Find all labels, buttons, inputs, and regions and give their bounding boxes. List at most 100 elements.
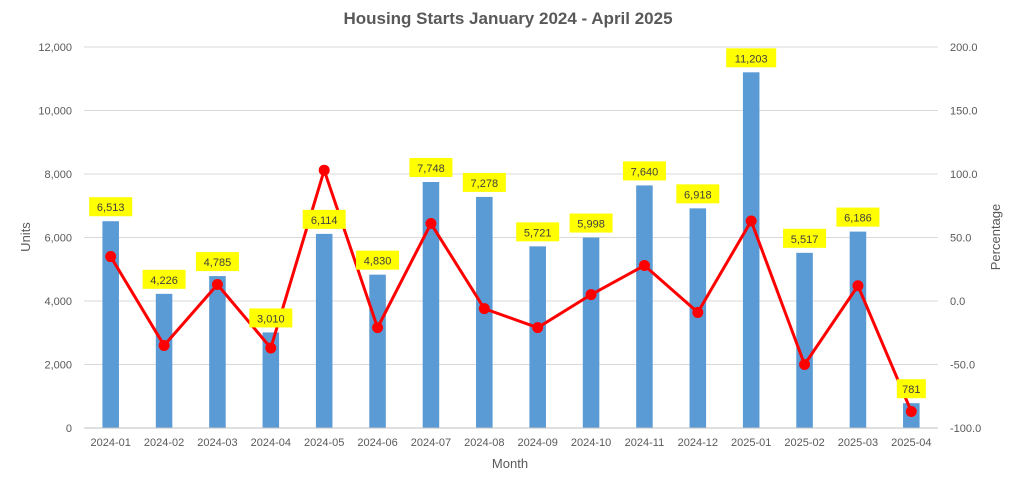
data-label: 11,203 bbox=[726, 48, 777, 68]
y2-tick-label: -50.0 bbox=[950, 360, 975, 372]
line-point bbox=[318, 164, 330, 176]
x-tick-label: 2024-09 bbox=[518, 437, 558, 449]
bar bbox=[155, 293, 173, 428]
line-point bbox=[532, 322, 544, 334]
x-tick-label: 2024-03 bbox=[197, 437, 237, 449]
x-tick-label: 2025-03 bbox=[838, 437, 878, 449]
line-point bbox=[425, 218, 437, 230]
x-tick-label: 2024-05 bbox=[304, 437, 344, 449]
data-label: 7,278 bbox=[462, 172, 506, 192]
bar bbox=[849, 231, 867, 428]
x-tick-label: 2024-02 bbox=[144, 437, 184, 449]
line-point bbox=[585, 289, 597, 301]
y-tick-label: 12,000 bbox=[38, 42, 72, 54]
line-point bbox=[105, 251, 117, 263]
y-tick-label: 8,000 bbox=[44, 169, 72, 181]
data-label: 5,998 bbox=[569, 213, 613, 233]
data-label-bg bbox=[836, 207, 880, 227]
y2-axis-label: Percentage bbox=[988, 204, 1003, 271]
x-tick-label: 2024-10 bbox=[571, 437, 611, 449]
line-point bbox=[478, 303, 490, 315]
y-tick-label: 6,000 bbox=[44, 233, 72, 245]
x-tick-label: 2024-11 bbox=[625, 437, 665, 449]
data-label-text: 5,721 bbox=[524, 227, 552, 239]
data-label: 6,918 bbox=[676, 184, 720, 204]
data-label: 4,785 bbox=[195, 252, 239, 272]
x-tick-label: 2024-08 bbox=[464, 437, 504, 449]
bar bbox=[742, 72, 760, 428]
data-label-text: 4,830 bbox=[364, 256, 392, 268]
data-label-bg bbox=[462, 172, 506, 192]
y2-tick-label: 150.0 bbox=[950, 106, 978, 118]
data-label-bg bbox=[356, 250, 400, 270]
data-label-bg bbox=[896, 379, 926, 399]
data-label-bg bbox=[142, 269, 186, 289]
data-label: 781 bbox=[896, 379, 926, 399]
data-label-text: 7,278 bbox=[471, 178, 499, 190]
data-label: 4,226 bbox=[142, 269, 186, 289]
x-tick-label: 2024-07 bbox=[411, 437, 451, 449]
bar bbox=[315, 233, 333, 428]
bar bbox=[689, 208, 707, 428]
data-label-text: 5,998 bbox=[577, 219, 605, 231]
data-label-bg bbox=[622, 161, 666, 181]
data-label-text: 6,513 bbox=[97, 202, 125, 214]
bar bbox=[529, 246, 546, 428]
data-label-text: 6,918 bbox=[684, 189, 712, 201]
data-label-bg bbox=[249, 308, 293, 328]
bar bbox=[796, 252, 813, 428]
line-point bbox=[158, 339, 170, 351]
data-label: 6,186 bbox=[836, 207, 880, 227]
data-label-bg bbox=[89, 197, 133, 217]
line-point bbox=[211, 278, 223, 290]
percentage-line bbox=[109, 168, 913, 413]
x-tick-label: 2024-12 bbox=[678, 437, 718, 449]
data-label: 7,640 bbox=[622, 161, 666, 181]
data-label-bg bbox=[726, 48, 777, 68]
bar-layer bbox=[102, 72, 920, 428]
bar bbox=[422, 182, 440, 428]
data-label-text: 4,226 bbox=[150, 275, 178, 287]
data-label-bg bbox=[569, 213, 613, 233]
data-label: 6,513 bbox=[89, 197, 133, 217]
line-point bbox=[638, 259, 650, 271]
y-tick-label: 0 bbox=[66, 423, 72, 435]
data-label-text: 3,010 bbox=[257, 313, 285, 325]
y-tick-label: 2,000 bbox=[44, 360, 72, 372]
line-point bbox=[799, 359, 811, 370]
data-label: 3,010 bbox=[249, 308, 293, 328]
chart-title: Housing Starts January 2024 - April 2025 bbox=[343, 9, 672, 28]
bar bbox=[102, 221, 119, 428]
x-tick-label: 2024-06 bbox=[357, 437, 397, 449]
data-label-text: 6,186 bbox=[844, 213, 872, 225]
y2-tick-label: 0.0 bbox=[950, 296, 965, 308]
x-tick-label: 2024-01 bbox=[91, 437, 131, 449]
line-point bbox=[372, 322, 384, 334]
grid-layer bbox=[84, 46, 938, 365]
line-point bbox=[745, 215, 757, 227]
data-label: 5,721 bbox=[516, 222, 560, 242]
x-axis-label: Month bbox=[492, 456, 528, 471]
data-label-bg bbox=[783, 228, 827, 248]
data-label: 5,517 bbox=[783, 228, 827, 248]
data-label-bg bbox=[302, 209, 346, 229]
data-label: 6,114 bbox=[302, 209, 346, 229]
x-tick-label: 2024-04 bbox=[251, 437, 291, 449]
data-label-bg bbox=[676, 184, 720, 204]
x-tick-label: 2025-01 bbox=[731, 437, 771, 449]
data-label-bg bbox=[409, 158, 453, 178]
x-tick-label: 2025-02 bbox=[784, 437, 824, 449]
bar bbox=[582, 237, 600, 428]
data-label-bg bbox=[195, 252, 239, 272]
bar bbox=[369, 274, 386, 428]
y-tick-label: 10,000 bbox=[38, 106, 72, 118]
y2-tick-label: 50.0 bbox=[950, 233, 971, 245]
data-label-bg bbox=[516, 222, 560, 242]
line-layer bbox=[105, 164, 917, 417]
y-axis-label: Units bbox=[18, 222, 33, 252]
x-tick-label: 2025-04 bbox=[891, 437, 931, 449]
data-label-text: 5,517 bbox=[791, 234, 819, 246]
y-tick-label: 4,000 bbox=[44, 296, 72, 308]
label-layer: 6,513 4,226 4,785 3,010 6,114 4,830 7,748 7,278… bbox=[89, 48, 926, 399]
y2-tick-label: 100.0 bbox=[950, 169, 978, 181]
